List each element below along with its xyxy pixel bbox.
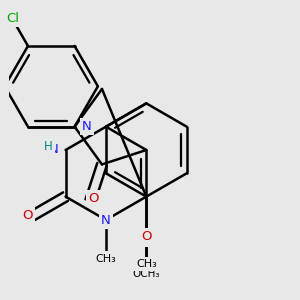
Text: N: N [82, 120, 92, 133]
Text: O: O [141, 232, 152, 245]
Text: N: N [101, 214, 111, 227]
Text: N: N [49, 143, 59, 157]
Text: CH₃: CH₃ [96, 254, 116, 264]
Text: OCH₃: OCH₃ [133, 268, 160, 278]
Text: O: O [141, 230, 152, 243]
Text: Cl: Cl [6, 12, 20, 25]
Text: H: H [44, 140, 53, 153]
Text: O: O [22, 209, 33, 222]
Text: CH₃: CH₃ [136, 259, 157, 269]
Text: O: O [88, 192, 99, 205]
